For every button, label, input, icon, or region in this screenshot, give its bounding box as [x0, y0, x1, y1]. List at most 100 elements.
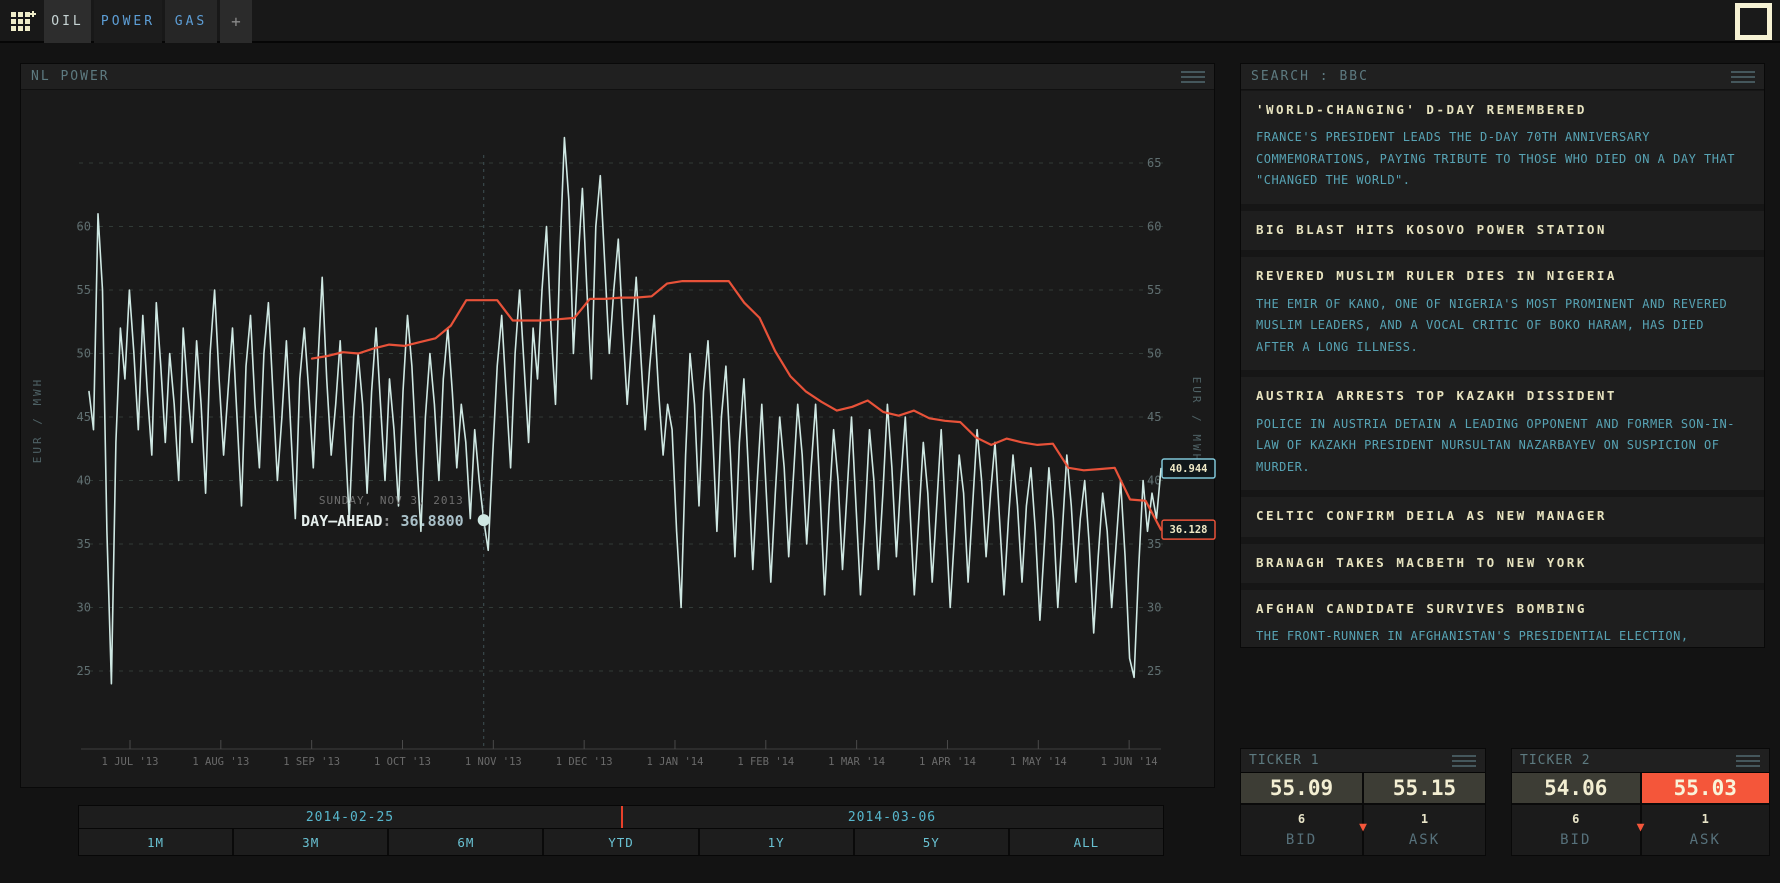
ticker-1-menu-icon[interactable] — [1452, 755, 1476, 767]
svg-text:EUR / MWH: EUR / MWH — [31, 377, 44, 464]
range-end-date: 2014-03-06 — [847, 809, 937, 825]
svg-text:1 FEB '14: 1 FEB '14 — [737, 756, 794, 768]
news-panel-title: SEARCH : BBC — [1251, 69, 1369, 84]
ticker-2-ask-label: ASK — [1689, 832, 1721, 848]
news-headline: BRANAGH TAKES MACBETH TO NEW YORK — [1256, 554, 1587, 570]
ticker-2-bid-size: 6 — [1572, 812, 1580, 826]
svg-text:1 JAN '14: 1 JAN '14 — [647, 756, 704, 768]
svg-text:1 OCT '13: 1 OCT '13 — [374, 756, 431, 768]
svg-text:50: 50 — [77, 347, 91, 361]
ticker-1-bid-size: 6 — [1297, 812, 1306, 826]
svg-text:55: 55 — [77, 283, 91, 297]
ticker-2-ask-size: 1 — [1701, 812, 1709, 826]
svg-text:35: 35 — [1147, 537, 1161, 551]
range-button-ytd[interactable]: YTD — [544, 829, 700, 855]
news-item[interactable]: BRANAGH TAKES MACBETH TO NEW YORK — [1241, 543, 1764, 583]
ticker-1-title: TICKER 1 — [1249, 753, 1320, 768]
range-button-all[interactable]: ALL — [1073, 834, 1100, 850]
svg-text:25: 25 — [77, 664, 91, 678]
tab-gas[interactable]: GAS — [165, 0, 217, 43]
news-headline: BIG BLAST HITS KOSOVO POWER STATION — [1256, 222, 1607, 238]
svg-text:50: 50 — [1147, 347, 1161, 361]
svg-text:1 DEC '13: 1 DEC '13 — [556, 756, 613, 768]
range-button-1y[interactable]: 1Y — [700, 829, 855, 855]
svg-text:DAY–AHEAD: 36.8800: DAY–AHEAD: 36.8800 — [301, 512, 464, 530]
ticker-2-bid-label: BID — [1560, 832, 1592, 848]
panel-title: NL POWER — [31, 69, 110, 84]
add-tab-button[interactable]: + — [220, 0, 252, 43]
news-panel: SEARCH : BBC 'WORLD-CHANGING' D-DAY REME… — [1240, 63, 1765, 648]
news-headline: 'WORLD-CHANGING' D-DAY REMEMBERED — [1256, 102, 1587, 117]
svg-text:1 JUN '14: 1 JUN '14 — [1101, 756, 1158, 768]
ticker-2-header: TICKER 2 — [1512, 749, 1769, 772]
ticker-1-panel: TICKER 1 55.09 55.15 6 BID ▼ 1 ASK — [1240, 748, 1486, 856]
svg-text:1 MAR '14: 1 MAR '14 — [828, 756, 885, 768]
range-button-3m[interactable]: 3M — [234, 829, 390, 855]
svg-text:35: 35 — [77, 537, 91, 551]
svg-text:40: 40 — [1147, 474, 1161, 488]
ticker-2-bid-price[interactable]: 54.06 — [1512, 773, 1642, 803]
ticker-1-ask-size: 1 — [1420, 812, 1429, 826]
ticker-2-menu-icon[interactable] — [1736, 755, 1760, 767]
svg-text:1 NOV '13: 1 NOV '13 — [465, 756, 522, 768]
news-item[interactable]: AUSTRIA ARRESTS TOP KAZAKH DISSIDENT POLI… — [1241, 377, 1764, 491]
window-control-icon[interactable] — [1735, 3, 1772, 40]
news-item[interactable]: 'WORLD-CHANGING' D-DAY REMEMBERED FRANCE'… — [1241, 91, 1764, 205]
svg-text:SUNDAY, NOV 3, 2013: SUNDAY, NOV 3, 2013 — [319, 494, 464, 507]
range-selector: 2014-02-25 2014-03-06 1M 3M 6M YTD 1Y 5Y ALL — [78, 805, 1164, 856]
svg-text:1 JUL '13: 1 JUL '13 — [102, 756, 159, 768]
range-divider — [621, 806, 623, 828]
ticker-2-panel: TICKER 2 54.06 55.03 6 BID ▼ 1 ASK — [1511, 748, 1770, 856]
tab-oil[interactable]: OIL — [44, 0, 91, 43]
svg-text:36.128: 36.128 — [1170, 524, 1208, 536]
price-chart-svg[interactable]: 60 55 50 45 40 35 30 25 65 60 55 50 45 40 35 30 25 EUR / … — [21, 90, 1216, 787]
news-headline: CELTIC CONFIRM DEILA AS NEW MANAGER — [1256, 508, 1607, 524]
svg-text:65: 65 — [1147, 156, 1161, 170]
news-item[interactable]: BIG BLAST HITS KOSOVO POWER STATION — [1241, 211, 1764, 251]
range-button-5y[interactable]: 5Y — [855, 829, 1010, 855]
svg-text:30: 30 — [77, 601, 91, 615]
apps-grid-icon[interactable] — [8, 8, 38, 36]
range-button-1m[interactable]: 1M — [79, 829, 235, 855]
svg-text:40: 40 — [77, 474, 91, 488]
range-start-date: 2014-02-25 — [305, 809, 395, 825]
news-body: THE EMIR OF KANO, ONE OF NIGERIA'S MOST … — [1256, 296, 1728, 354]
news-item[interactable]: CELTIC CONFIRM DEILA AS NEW MANAGER — [1241, 497, 1764, 537]
panel-menu-icon[interactable] — [1181, 71, 1205, 83]
nl-power-panel: NL POWER 60 55 50 45 40 35 30 25 65 60 55 50 45 40 35 3… — [20, 63, 1216, 788]
news-headline: AUSTRIA ARRESTS TOP KAZAKH DISSIDENT — [1256, 388, 1617, 404]
news-body: FRANCE'S PRESIDENT LEADS THE D-DAY 70TH … — [1256, 130, 1735, 188]
down-triangle-icon: ▼ — [1359, 820, 1367, 835]
svg-text:25: 25 — [1147, 664, 1161, 678]
top-bar: OIL POWER GAS + — [0, 0, 1780, 43]
ticker-1-ask-label: ASK — [1408, 832, 1441, 848]
range-button-6m[interactable]: 6M — [389, 829, 545, 855]
svg-text:EUR / MWH: EUR / MWH — [1190, 377, 1203, 464]
ticker-2-title: TICKER 2 — [1520, 753, 1591, 768]
svg-text:40.944: 40.944 — [1170, 463, 1208, 475]
svg-text:55: 55 — [1147, 283, 1161, 297]
svg-text:45: 45 — [1147, 410, 1161, 424]
news-list: 'WORLD-CHANGING' D-DAY REMEMBERED FRANCE'… — [1241, 91, 1764, 647]
svg-text:30: 30 — [1147, 601, 1161, 615]
svg-text:60: 60 — [77, 220, 91, 234]
svg-text:1 SEP '13: 1 SEP '13 — [283, 756, 340, 768]
news-panel-header: SEARCH : BBC — [1241, 64, 1764, 90]
nl-power-panel-header: NL POWER — [21, 64, 1214, 90]
news-headline: AFGHAN CANDIDATE SURVIVES BOMBING — [1256, 600, 1587, 616]
ticker-1-bid-price[interactable]: 55.09 — [1241, 773, 1364, 803]
svg-text:60: 60 — [1147, 220, 1161, 234]
svg-text:1 MAY '14: 1 MAY '14 — [1010, 756, 1067, 768]
news-item[interactable]: REVERED MUSLIM RULER DIES IN NIGERIA THE … — [1241, 257, 1764, 371]
ticker-1-bid-label: BID — [1285, 832, 1318, 848]
svg-text:45: 45 — [77, 410, 91, 424]
ticker-2-ask-price[interactable]: 55.03 — [1641, 773, 1769, 803]
ticker-1-ask-price[interactable]: 55.15 — [1364, 773, 1485, 803]
news-body: THE FRONT-RUNNER IN AFGHANISTAN'S PRESID… — [1256, 629, 1689, 644]
news-item[interactable]: AFGHAN CANDIDATE SURVIVES BOMBING THE FRO… — [1241, 589, 1764, 647]
tab-power[interactable]: POWER — [94, 0, 162, 43]
news-panel-menu-icon[interactable] — [1731, 71, 1755, 83]
range-buttons-row: 1M 3M 6M YTD 1Y 5Y ALL — [78, 829, 1164, 856]
date-range-slider[interactable]: 2014-02-25 2014-03-06 — [78, 805, 1164, 829]
